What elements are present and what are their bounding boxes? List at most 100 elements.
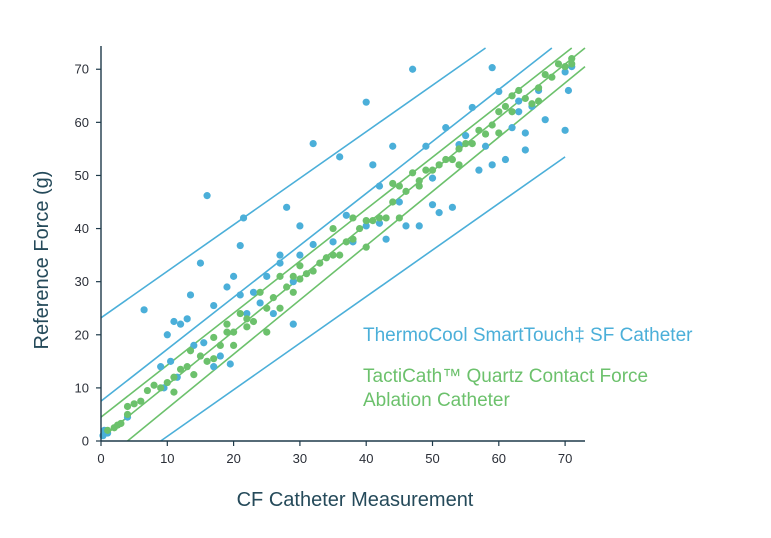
series-0-point	[468, 103, 476, 112]
series-1-point	[183, 363, 191, 371]
y-tick-label: 10	[75, 380, 89, 395]
x-tick-label: 20	[226, 451, 240, 466]
series-1-point	[196, 352, 205, 360]
series-0-point	[239, 214, 248, 222]
series-0-point	[176, 320, 185, 328]
series-0-point	[375, 219, 384, 227]
series-1-point	[296, 275, 304, 283]
series-1-point	[123, 402, 132, 411]
y-tick-label: 20	[75, 327, 89, 342]
series-1-point	[243, 323, 251, 331]
series-0-point	[226, 360, 234, 368]
series-0-fit-line	[100, 47, 553, 402]
series-0-point	[415, 222, 423, 230]
series-1-point	[508, 108, 516, 116]
series-0-point	[475, 166, 483, 174]
series-1-point	[276, 304, 284, 312]
series-1-point	[123, 410, 132, 419]
series-1-point	[362, 217, 370, 225]
series-1-point	[230, 341, 238, 350]
series-1-point	[117, 419, 125, 428]
series-0-point	[488, 64, 496, 72]
series-1-point	[541, 70, 549, 79]
series-0-point	[435, 209, 443, 217]
series-0-point	[329, 238, 337, 246]
series-1-point	[428, 166, 437, 174]
series-0-point	[375, 182, 384, 190]
series-1-point	[355, 224, 364, 233]
series-1-point	[415, 177, 423, 185]
series-0-point	[140, 306, 148, 314]
series-1-point	[236, 309, 244, 318]
series-1-point	[455, 161, 463, 169]
y-tick-label: 70	[75, 62, 89, 77]
series-0-point	[296, 222, 304, 230]
series-0-point	[564, 86, 573, 95]
series-1-point	[468, 139, 476, 148]
series-0-point	[442, 124, 450, 132]
series-1-point	[203, 357, 211, 365]
series-1-point	[349, 214, 357, 222]
series-0-point	[515, 97, 523, 105]
series-0-point	[561, 126, 569, 134]
series-0-point	[223, 283, 231, 291]
legend-item: ThermoCool SmartTouch‡ SF Catheter	[363, 325, 693, 346]
series-1-point	[170, 388, 178, 396]
legend-label: TactiCath™ Quartz Contact Force	[363, 366, 648, 387]
series-0-upper-bound-line	[100, 47, 487, 319]
series-1-point	[150, 381, 158, 389]
series-1-point	[442, 155, 450, 164]
legend-label: Ablation Catheter	[363, 390, 510, 411]
series-0-point	[501, 155, 510, 164]
series-0-point	[521, 129, 529, 137]
series-0-point	[210, 301, 218, 310]
series-1-point	[389, 198, 397, 206]
series-0-point	[256, 299, 264, 307]
series-1-point	[256, 288, 264, 296]
series-0-point	[362, 222, 370, 230]
series-0-point	[521, 146, 529, 154]
series-1-point	[561, 62, 569, 71]
series-0-point	[481, 142, 490, 150]
series-1-point	[534, 84, 543, 92]
y-tick-label: 0	[82, 434, 89, 449]
series-1-point	[190, 371, 198, 379]
series-0-point	[167, 357, 175, 365]
series-0-lower-bound-line	[160, 156, 566, 442]
series-0-point	[170, 317, 178, 326]
series-0-point	[382, 235, 390, 243]
series-0-point	[210, 363, 218, 371]
legend-label: ThermoCool SmartTouch‡ SF Catheter	[363, 325, 693, 346]
series-0-point	[336, 153, 344, 161]
series-1-point	[186, 347, 195, 355]
series-0-point	[216, 352, 224, 360]
series-0-point	[402, 222, 410, 230]
series-0-point	[428, 201, 437, 209]
series-0-point	[236, 291, 244, 299]
series-1-upper-bound-line	[100, 47, 573, 418]
y-tick-label: 40	[75, 221, 89, 236]
series-0-point	[395, 198, 403, 206]
series-1-point	[309, 267, 317, 275]
series-0-point	[283, 203, 291, 211]
series-1-point	[104, 426, 112, 434]
series-1-point	[435, 161, 443, 169]
series-1-point	[342, 238, 350, 246]
series-1-point	[369, 217, 377, 225]
series-0-point	[186, 291, 195, 299]
series-0-point	[289, 320, 297, 328]
series-1-point	[176, 365, 185, 373]
series-1-point	[534, 97, 543, 105]
series-1-point	[249, 317, 258, 326]
series-1-point	[223, 328, 231, 336]
legend-item: TactiCath™ Quartz Contact Force Ablation …	[363, 366, 648, 411]
series-1-point	[448, 155, 456, 164]
series-0-point	[309, 139, 317, 148]
series-0-point	[389, 142, 397, 150]
legend: ThermoCool SmartTouch‡ SF Catheter TactiC…	[363, 325, 693, 411]
series-1-point	[329, 224, 337, 233]
ticks: 0 10 20 30 40 50 60 70 0 10 20 30 40 50 60 70	[75, 62, 573, 466]
series-0-point	[369, 161, 377, 169]
series-0-point	[541, 116, 549, 124]
x-tick-label: 50	[425, 451, 439, 466]
